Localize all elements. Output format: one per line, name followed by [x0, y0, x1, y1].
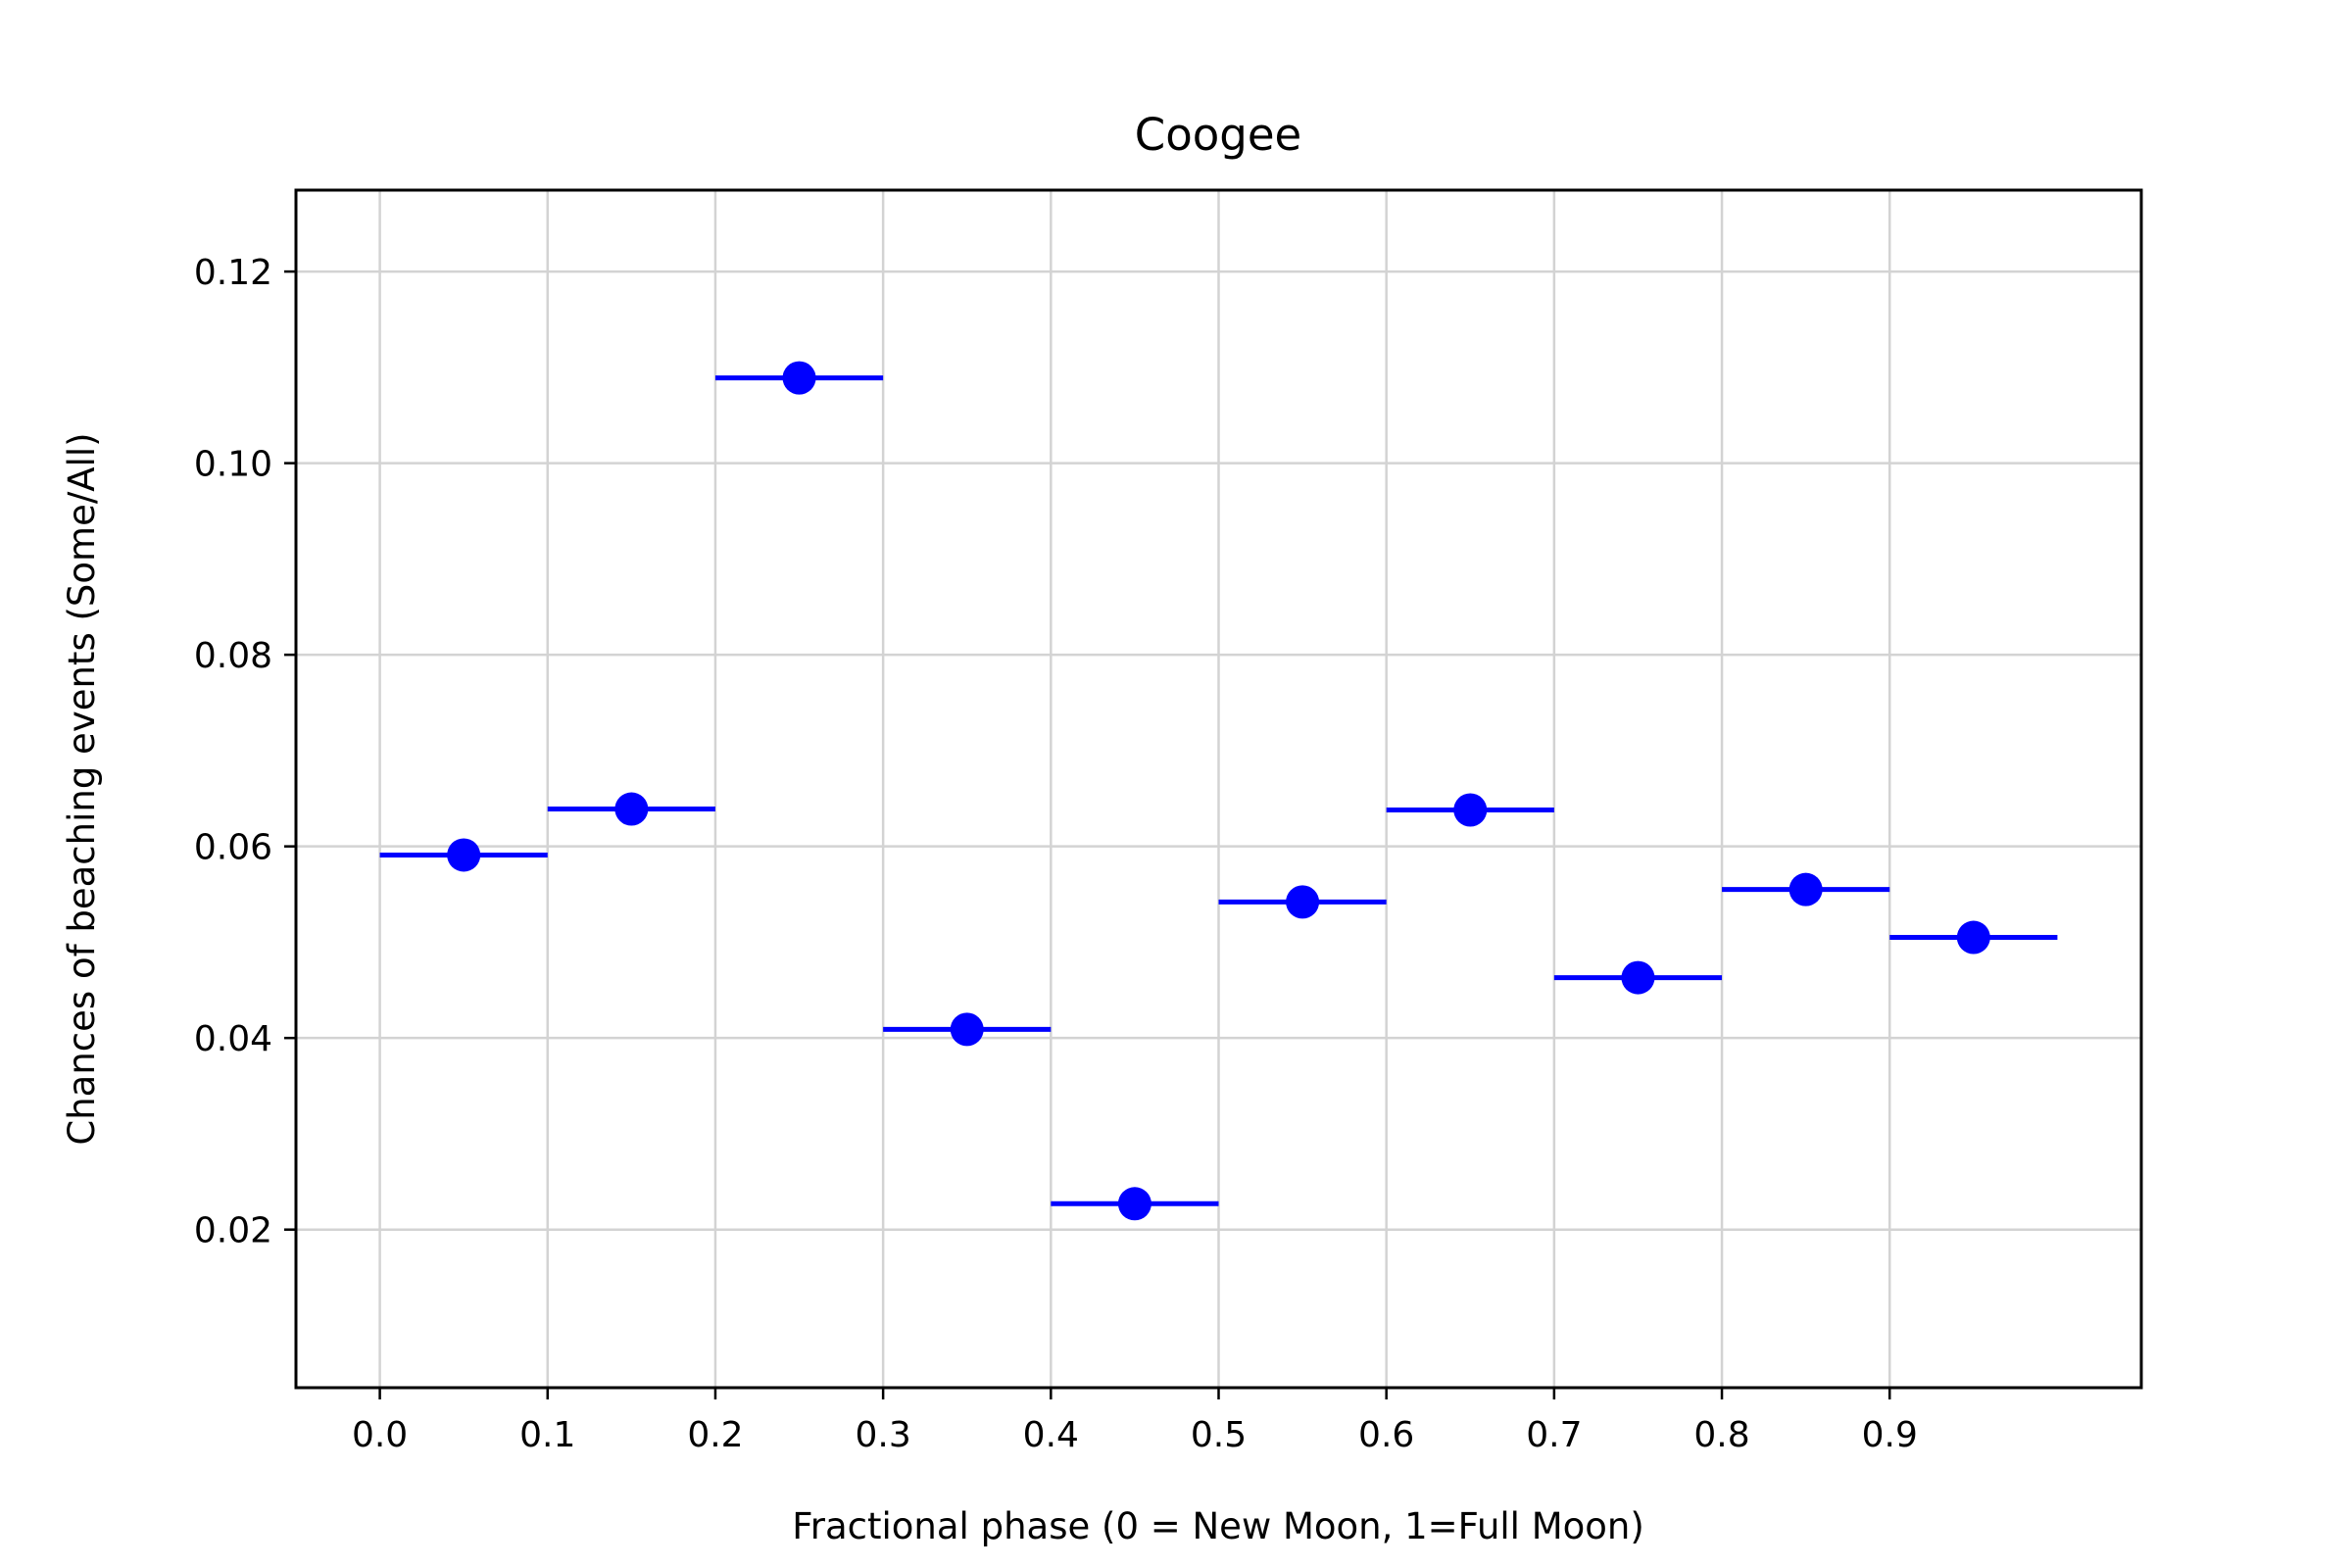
- x-tick-label: 0.2: [687, 1415, 743, 1455]
- data-point: [1453, 793, 1488, 827]
- data-point: [1956, 920, 1990, 955]
- x-tick-label: 0.0: [352, 1415, 408, 1455]
- x-tick-label: 0.8: [1693, 1415, 1749, 1455]
- data-point: [1788, 872, 1823, 906]
- x-axis-label: Fractional phase (0 = New Moon, 1=Full M…: [792, 1505, 1644, 1547]
- y-tick-label: 0.08: [194, 636, 272, 676]
- y-tick-label: 0.12: [194, 253, 272, 293]
- data-point: [614, 792, 649, 826]
- chart-title: Coogee: [1135, 109, 1301, 161]
- data-point: [1621, 960, 1655, 995]
- x-tick-label: 0.5: [1191, 1415, 1247, 1455]
- y-tick-label: 0.10: [194, 445, 272, 485]
- data-marks: [379, 361, 2058, 1221]
- x-axis: 0.0 0.1 0.2 0.3 0.4 0.5 0.6 0.7 0.8 0.9: [352, 1388, 1918, 1455]
- y-axis-label: Chances of beaching events (Some/All): [61, 432, 103, 1145]
- grid: [296, 190, 2141, 1388]
- x-tick-label: 0.7: [1526, 1415, 1582, 1455]
- x-tick-label: 0.4: [1023, 1415, 1079, 1455]
- y-axis: 0.02 0.04 0.06 0.08 0.10 0.12: [194, 253, 296, 1251]
- x-tick-label: 0.3: [856, 1415, 911, 1455]
- y-tick-label: 0.04: [194, 1019, 272, 1059]
- x-tick-label: 0.9: [1862, 1415, 1918, 1455]
- data-point: [1286, 885, 1320, 919]
- data-point: [782, 361, 816, 395]
- data-point: [447, 838, 481, 872]
- x-tick-label: 0.1: [519, 1415, 575, 1455]
- y-tick-label: 0.02: [194, 1211, 272, 1251]
- x-tick-label: 0.6: [1358, 1415, 1414, 1455]
- data-point: [950, 1012, 984, 1047]
- y-tick-label: 0.06: [194, 828, 272, 868]
- data-point: [1117, 1187, 1152, 1221]
